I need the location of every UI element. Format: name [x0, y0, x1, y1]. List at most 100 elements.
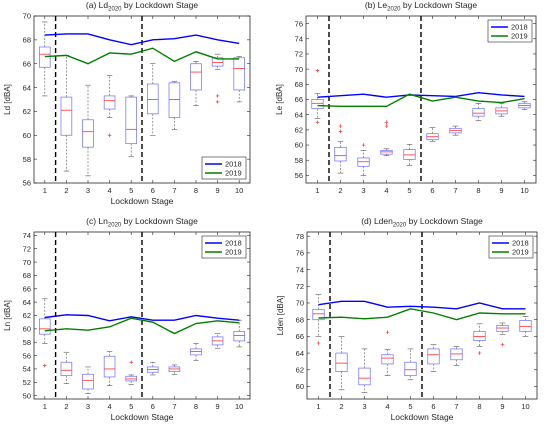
box-iqr [125, 96, 138, 145]
outlier-marker [384, 120, 389, 125]
box-stage-4 [380, 120, 393, 156]
outlier-marker [384, 124, 389, 128]
legend-label-2018: 2018 [511, 23, 528, 32]
y-tick-label: 74 [23, 231, 31, 240]
box-iqr [39, 318, 51, 335]
box-iqr [381, 354, 394, 365]
box-iqr [473, 330, 486, 341]
box-iqr [103, 355, 116, 378]
box-stage-7 [168, 81, 181, 130]
y-axis-label: Lden [dBA] [276, 296, 285, 336]
box-iqr [82, 373, 94, 390]
legend-label-2018: 2018 [512, 239, 529, 248]
x-tick-label: 2 [339, 402, 343, 411]
y-tick-label: 58 [23, 338, 31, 347]
box-stage-8 [190, 343, 202, 361]
y-tick-label: 62 [296, 365, 304, 374]
outlier-marker [361, 143, 366, 147]
x-axis-label: Lockdown Stage [111, 412, 174, 422]
box-stage-6 [427, 344, 440, 372]
box-iqr [168, 82, 181, 118]
box-iqr [103, 95, 116, 110]
y-tick-label: 66 [295, 95, 303, 104]
box-stage-8 [190, 61, 202, 106]
y-tick-label: 74 [295, 34, 303, 43]
box-stage-3 [357, 143, 370, 176]
series-line-2018 [44, 314, 240, 322]
y-axis-label: Le [dBA] [275, 84, 284, 115]
box-iqr [335, 352, 348, 372]
chart-title-c: (c) Ln2020 by Lockdown Stage [86, 216, 198, 229]
box-iqr [211, 57, 224, 67]
chart-title-d: (d) Lden2020 by Lockdown Stage [361, 216, 483, 229]
box-stage-4 [103, 75, 116, 138]
box-iqr [334, 146, 347, 162]
y-tick-label: 50 [23, 391, 31, 400]
y-tick-label: 56 [23, 179, 31, 188]
box-stage-3 [82, 366, 94, 394]
x-tick-label: 2 [64, 186, 68, 195]
box-iqr [190, 63, 202, 91]
y-tick-label: 60 [296, 382, 304, 391]
box-stage-2 [60, 351, 73, 384]
y-tick-label: 60 [295, 141, 303, 150]
y-tick-label: 66 [23, 59, 31, 68]
box-iqr [312, 309, 325, 321]
box-stage-4 [103, 351, 116, 386]
box-stage-6 [426, 127, 439, 142]
box-stage-3 [82, 84, 94, 177]
y-tick-label: 62 [295, 126, 303, 135]
y-axis-label: Ld [dBA] [3, 84, 12, 115]
series-line-2018 [44, 33, 240, 46]
box-iqr [358, 367, 371, 386]
outlier-marker [107, 133, 112, 138]
box-iqr [496, 325, 509, 332]
x-tick-label: 4 [108, 402, 112, 411]
chart-panel-b: (b) Le2020 by Lockdown Stage565860626466… [275, 0, 537, 195]
y-tick-label: 68 [296, 315, 304, 324]
outlier-marker [500, 342, 505, 347]
legend-label-2018: 2018 [225, 239, 242, 248]
x-tick-label: 6 [430, 186, 434, 195]
series-line-2019 [44, 317, 240, 335]
y-tick-label: 58 [295, 156, 303, 165]
y-tick-label: 64 [23, 83, 31, 92]
box-stage-6 [146, 361, 159, 376]
y-tick-label: 62 [23, 311, 31, 320]
chart-title-b: (b) Le2020 by Lockdown Stage [365, 0, 477, 13]
y-tick-label: 60 [23, 325, 31, 334]
chart-panel-d: (d) Lden2020 by Lockdown Stage6062646668… [276, 216, 538, 422]
box-stage-5 [125, 360, 138, 385]
box-stage-10 [518, 20, 531, 110]
y-tick-label: 76 [295, 19, 303, 28]
box-iqr [427, 348, 440, 365]
outlier-marker [477, 351, 482, 355]
x-tick-label: 6 [151, 186, 155, 195]
y-tick-label: 72 [296, 282, 304, 291]
box-stage-10 [233, 56, 246, 103]
y-tick-label: 64 [295, 110, 303, 119]
y-tick-label: 74 [296, 265, 304, 274]
x-tick-label: 4 [384, 186, 388, 195]
x-tick-label: 4 [385, 402, 389, 411]
y-tick-label: 78 [296, 232, 304, 241]
x-tick-label: 2 [338, 186, 342, 195]
x-tick-label: 9 [500, 402, 504, 411]
x-tick-label: 8 [194, 186, 198, 195]
x-tick-label: 10 [235, 186, 243, 195]
box-stage-1 [39, 21, 51, 97]
box-stage-5 [125, 95, 138, 158]
box-stage-4 [381, 330, 394, 376]
x-tick-label: 7 [172, 402, 176, 411]
y-tick-label: 70 [296, 299, 304, 308]
box-iqr [450, 348, 463, 361]
x-tick-label: 6 [431, 402, 435, 411]
y-tick-label: 72 [23, 244, 31, 253]
y-tick-label: 68 [23, 36, 31, 45]
x-tick-label: 4 [108, 186, 112, 195]
box-iqr [82, 119, 94, 148]
outlier-marker [338, 129, 343, 134]
x-tick-label: 5 [407, 186, 411, 195]
box-iqr [233, 331, 246, 342]
